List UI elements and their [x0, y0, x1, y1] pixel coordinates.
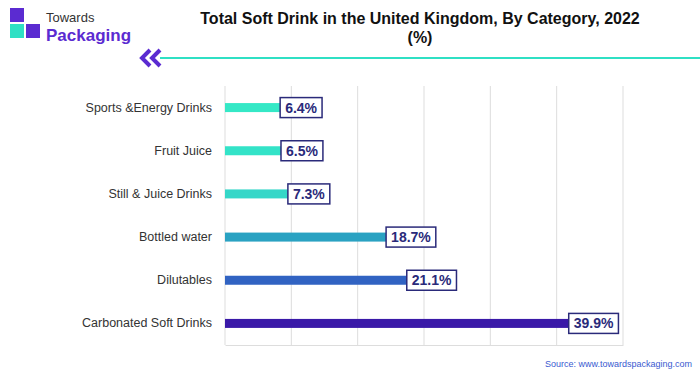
divider	[160, 57, 700, 59]
x-axis	[226, 345, 624, 347]
grid-line	[225, 86, 226, 345]
source: Source: www.towardspackaging.com	[545, 359, 692, 369]
label-text: 21.1%	[412, 272, 452, 288]
grid-line	[556, 86, 557, 345]
data-labels: 6.4% 6.5% 7.3% 18.7% 21.1% 39.9%	[280, 98, 618, 334]
brand-text: Towards	[46, 10, 95, 25]
bars	[225, 103, 569, 328]
logo-icon	[26, 24, 40, 38]
category-label: Sports &Energy Drinks	[86, 101, 212, 115]
label-text: 7.3%	[293, 186, 325, 202]
grid-line	[490, 86, 491, 345]
grid-line	[424, 86, 425, 345]
y-tick: Fruit Juice	[154, 144, 222, 158]
grid-line	[357, 86, 358, 345]
grid-line	[291, 86, 292, 345]
y-tick: Carbonated Soft Drinks	[82, 316, 222, 330]
y-tick: Dilutables	[157, 273, 222, 287]
category-label: Still & Juice Drinks	[109, 187, 213, 201]
chevron	[142, 50, 160, 66]
label-box	[569, 313, 619, 333]
label-box	[386, 227, 436, 247]
bar	[225, 103, 280, 112]
category-label: Fruit Juice	[154, 144, 212, 158]
label-box	[288, 184, 330, 204]
y-tick: Bottled water	[139, 230, 222, 244]
label-box	[280, 98, 322, 118]
y-tick: Sports &Energy Drinks	[86, 101, 222, 115]
data-label: 6.5%	[281, 141, 323, 161]
logo-icon	[10, 24, 24, 38]
data-label: 39.9%	[569, 313, 619, 333]
axis-line	[226, 345, 624, 346]
category-label: Carbonated Soft Drinks	[82, 316, 212, 330]
bar	[225, 189, 288, 198]
label-text: 39.9%	[574, 315, 614, 331]
logo-icon	[10, 8, 24, 22]
label-text: 18.7%	[391, 229, 431, 245]
bar	[225, 319, 569, 328]
bar	[225, 233, 386, 242]
label-box	[407, 270, 457, 290]
category-label: Dilutables	[157, 273, 212, 287]
y-tick: Still & Juice Drinks	[109, 187, 223, 201]
brand-text: Packaging	[46, 26, 131, 45]
category-label: Bottled water	[139, 230, 212, 244]
bar	[225, 146, 281, 155]
data-label: 7.3%	[288, 184, 330, 204]
bar	[225, 276, 407, 285]
label-text: 6.4%	[285, 100, 317, 116]
data-label: 18.7%	[386, 227, 436, 247]
data-label: 21.1%	[407, 270, 457, 290]
grid-line	[623, 86, 624, 345]
title: Total Soft Drink in the United Kingdom, …	[200, 10, 640, 46]
data-label: 6.4%	[280, 98, 322, 118]
label-box	[281, 141, 323, 161]
logo: TowardsPackaging	[10, 8, 131, 45]
axis-line	[222, 87, 223, 346]
y-axis: Sports &Energy Drinks Fruit Juice Still & …	[82, 87, 222, 346]
grid	[225, 86, 623, 345]
label-text: 6.5%	[286, 143, 318, 159]
chart: TowardsPackaging Total Soft Drink in the …	[0, 0, 700, 375]
